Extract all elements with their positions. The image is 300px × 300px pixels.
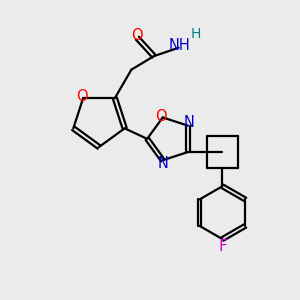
Text: N: N — [157, 156, 168, 171]
Text: N: N — [183, 115, 194, 130]
Text: O: O — [132, 28, 143, 43]
Text: O: O — [155, 109, 167, 124]
Text: F: F — [218, 239, 227, 254]
Text: H: H — [191, 27, 201, 41]
Text: O: O — [76, 89, 87, 104]
Text: NH: NH — [169, 38, 191, 53]
